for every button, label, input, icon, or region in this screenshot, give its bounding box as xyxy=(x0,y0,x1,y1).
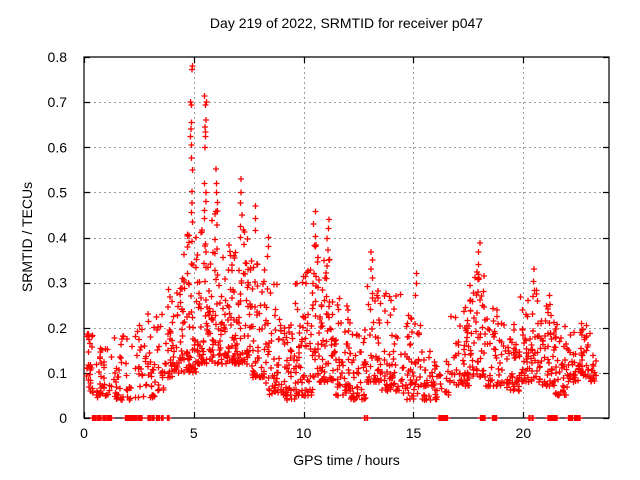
y-tick-label: 0.4 xyxy=(48,230,68,246)
x-tick-label: 20 xyxy=(516,425,532,441)
y-tick-label: 0.6 xyxy=(48,139,68,155)
scatter-points-zero-line xyxy=(89,415,583,421)
scatter-points xyxy=(83,63,599,403)
x-axis-label: GPS time / hours xyxy=(293,452,400,468)
y-tick-label: 0.5 xyxy=(48,184,68,200)
x-tick-label: 0 xyxy=(80,425,88,441)
axis-border-and-ticks xyxy=(83,56,610,420)
tick-labels: 0 0.1 0.2 0.3 0.4 0.5 0.6 0.7 0.8 0 5 10 15 20 xyxy=(48,49,532,441)
x-tick-label: 10 xyxy=(296,425,312,441)
chart-title: Day 219 of 2022, SRMTID for receiver p04… xyxy=(209,15,484,31)
y-tick-label: 0.7 xyxy=(48,94,68,110)
y-tick-label: 0.2 xyxy=(48,320,68,336)
x-tick-label: 5 xyxy=(190,425,198,441)
y-tick-label: 0.3 xyxy=(48,275,68,291)
y-tick-label: 0.1 xyxy=(48,365,68,381)
y-tick-label: 0 xyxy=(59,410,67,426)
y-tick-label: 0.8 xyxy=(48,49,68,65)
x-tick-label: 15 xyxy=(406,425,422,441)
